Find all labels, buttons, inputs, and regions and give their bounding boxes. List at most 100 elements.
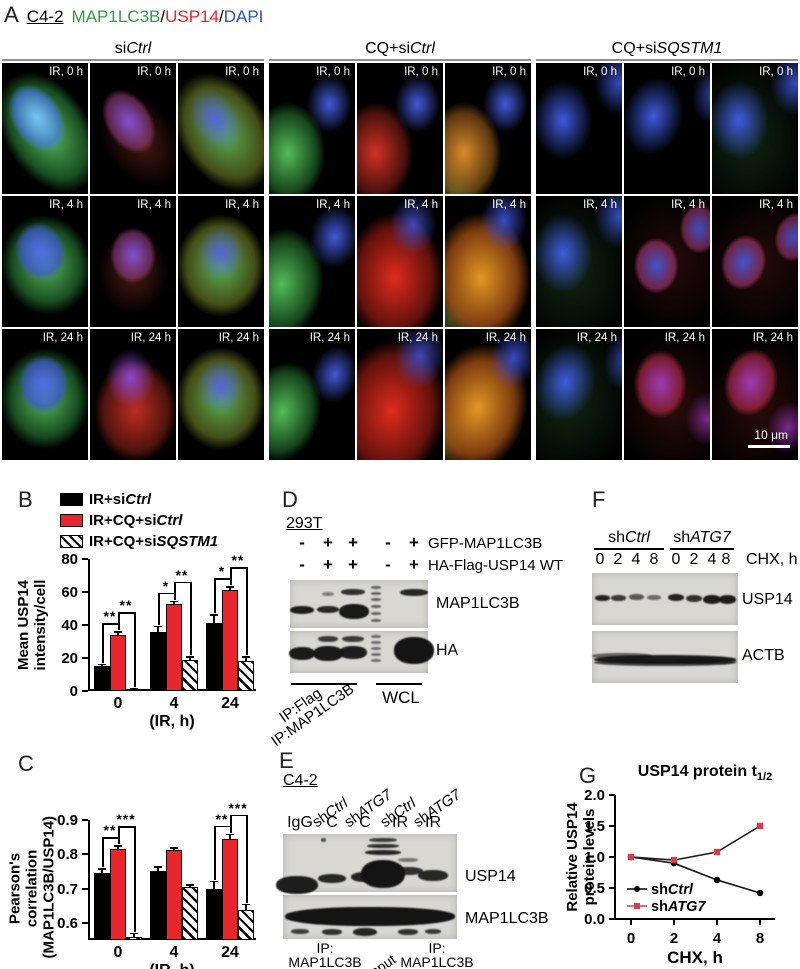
blot-band [342, 636, 364, 642]
scale-bar-label: 10 μm [754, 428, 788, 442]
data-point [713, 848, 721, 856]
blot-band [320, 838, 326, 842]
lane-label: 8 [649, 551, 659, 568]
group-header-cq-sictrl: CQ+siCtrl [269, 40, 531, 62]
x-tick-label: 24 [221, 944, 239, 961]
blot-band [371, 647, 381, 650]
x-tick-label: 0 [113, 944, 123, 961]
panel-b-bar-chart: B 0 20 40 60 80 Mean USP14 intensity/cell 0 4 24 (… [8, 487, 272, 732]
blot-membrane-ha [289, 631, 434, 673]
significance-bracket-leg [246, 567, 248, 656]
lane-label: C [326, 814, 338, 831]
blot-membrane-usp14 [276, 834, 457, 894]
tile-time-label: IR, 0 h [583, 66, 617, 78]
x-tick-label: 24 [221, 695, 239, 712]
error-bar [245, 904, 247, 910]
significance-bracket [102, 837, 120, 839]
construct-sign: - [385, 533, 391, 552]
y-tick-label: 40 [61, 617, 78, 634]
micrograph-tile-r1c0: IR, 4 h [2, 196, 88, 327]
blot-band [353, 928, 377, 936]
y-tick-label: 0.5 [584, 880, 605, 897]
y-tick [82, 887, 88, 890]
significance-label: ** [215, 810, 229, 827]
lane-label: C [359, 814, 371, 831]
construct-label-ha-flag-usp14: HA-Flag-USP14 WT [428, 557, 564, 574]
blot-band [285, 907, 455, 926]
legend-marker [634, 903, 640, 909]
significance-bracket [230, 567, 248, 569]
lane-label: 2 [689, 551, 699, 568]
error-bar-cap [186, 884, 194, 886]
blot-band [313, 646, 343, 661]
blot-band [592, 653, 652, 659]
micrograph-tile-r2c4: IR, 24 h [357, 329, 443, 460]
y-tick-label: 0.8 [57, 846, 78, 864]
x-tick-label: 4 [169, 944, 179, 961]
error-bar [101, 869, 103, 874]
construct-sign: - [385, 555, 391, 574]
legend-swatch-red [60, 514, 83, 527]
panel-c-bar-chart: C 0.6 0.7 0.8 0.9 Pearson's correlation (MAP1… [7, 745, 272, 969]
blot-band [610, 595, 626, 601]
blot-band [425, 929, 441, 934]
micrograph-tile-r0c8: IR, 0 h [712, 63, 798, 194]
legend-item-hatched: IR+CQ+siSQSTM1 [60, 533, 218, 550]
error-bar-cap [154, 625, 162, 628]
significance-bracket-leg [174, 581, 176, 600]
micrograph-tile-r1c4: IR, 4 h [357, 196, 443, 327]
lane-label: IgG [287, 814, 313, 831]
bar-red-g2 [222, 838, 238, 940]
blot-band [398, 929, 418, 935]
lane-label: 0 [595, 551, 605, 568]
significance-label: ** [231, 552, 245, 569]
blot-band [393, 867, 423, 875]
y-tick-label: 1.0 [584, 849, 605, 866]
panel-letter-E: E [279, 748, 294, 773]
micrograph-tile-r2c0: IR, 24 h [2, 329, 88, 460]
blot-band [371, 659, 381, 662]
bar-hatched-g0 [126, 936, 142, 940]
y-tick-label: 2.0 [584, 787, 605, 804]
y-tick [82, 591, 88, 593]
error-bar-cap [130, 687, 138, 690]
significance-bracket [118, 612, 136, 614]
blot-band [668, 594, 684, 601]
tile-time-label: IR, 24 h [397, 332, 438, 344]
micrograph-tile-r0c4: IR, 0 h [357, 63, 443, 194]
significance-label: ** [175, 566, 189, 583]
group-header-cq-sisqstm1: CQ+siSQSTM1 [536, 40, 798, 62]
blot-band [322, 592, 334, 596]
micrograph-tile-r2c2: IR, 24 h [178, 329, 264, 460]
ip-map1lc3b-left-label: IP: MAP1LC3B [288, 940, 362, 969]
error-bar-cap [130, 932, 138, 935]
significance-bracket-leg [246, 814, 248, 903]
blot-band [317, 606, 339, 613]
tile-time-label: IR, 4 h [671, 199, 705, 211]
micrograph-tile-r1c7: IR, 4 h [624, 196, 710, 327]
blot-band [703, 595, 721, 604]
bar-hatched-g1 [182, 886, 198, 940]
legend-label: shCtrl [651, 882, 694, 898]
y-tick-label: 80 [61, 551, 78, 568]
y-axis-label: Relative USP14 protein levels [564, 802, 598, 912]
panel-letter-D: D [282, 487, 298, 512]
blot-band [322, 929, 342, 935]
panel-letter-G: G [579, 763, 597, 788]
tile-time-label: IR, 24 h [309, 332, 350, 344]
significance-bracket-leg [158, 592, 160, 625]
legend-label: IR+CQ+siSQSTM1 [89, 533, 219, 550]
blot-band [371, 635, 381, 638]
blot-band [276, 876, 318, 894]
micrograph-tile-r2c6: IR, 24 h [536, 329, 622, 460]
y-tick [82, 819, 88, 821]
blot-band [594, 595, 610, 601]
blot-band [647, 595, 661, 600]
y-tick-label: 0 [69, 683, 78, 700]
shctrl-group-label: shCtrl [594, 529, 664, 550]
blot-label-usp14: USP14 [465, 868, 516, 885]
construct-sign: + [348, 533, 358, 552]
slash-2: / [218, 7, 224, 26]
tile-time-label: IR, 0 h [671, 66, 705, 78]
